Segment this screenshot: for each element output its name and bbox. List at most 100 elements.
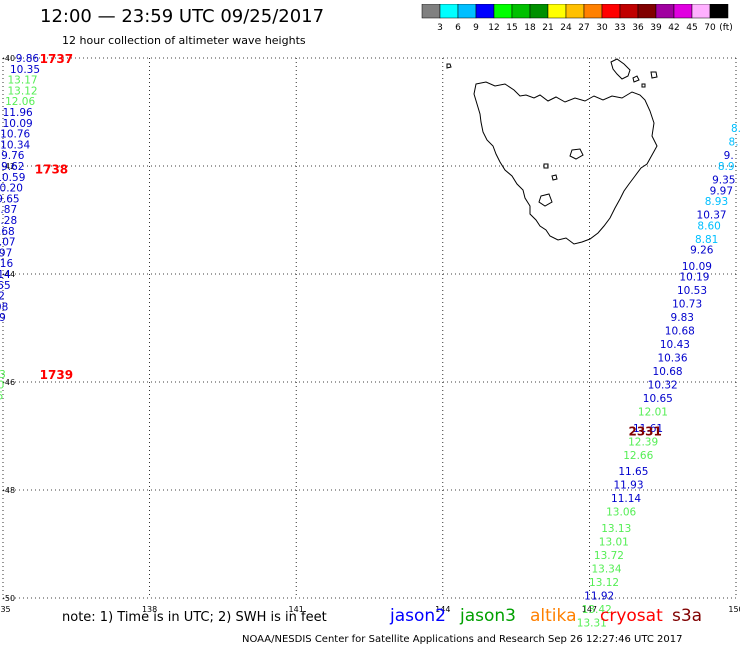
longitude-label: 147 bbox=[582, 605, 597, 614]
wave-height-label: 9.62 bbox=[1, 161, 24, 173]
wave-height-label: 13.06 bbox=[606, 507, 636, 519]
wave-height-label: 10.19 bbox=[679, 272, 709, 284]
inland-lake-1 bbox=[569, 148, 584, 160]
inland-lake-3 bbox=[538, 193, 553, 207]
legend-tick-label: 42 bbox=[668, 23, 679, 32]
legend-tick-label: 12 bbox=[488, 23, 499, 32]
longitude-label: 150 bbox=[728, 605, 740, 614]
wave-height-label: 8. bbox=[729, 137, 739, 149]
wave-height-label: 10.14 bbox=[0, 269, 11, 281]
wave-height-label: 12.23 bbox=[0, 369, 6, 381]
longitude-label: 138 bbox=[142, 605, 157, 614]
wave-height-label: 9.97 bbox=[0, 247, 12, 259]
satellite-name-cryosat: cryosat bbox=[600, 606, 663, 626]
wave-height-label: 10.76 bbox=[0, 129, 30, 141]
wave-height-label: 9.68 bbox=[0, 226, 15, 238]
page-subtitle: 12 hour collection of altimeter wave hei… bbox=[62, 34, 306, 47]
wave-height-label: 10.73 bbox=[672, 299, 702, 311]
inland-lake-2 bbox=[543, 163, 549, 169]
legend-tick-label: 18 bbox=[524, 23, 536, 32]
wave-height-label: 13.01 bbox=[599, 536, 629, 548]
wave-height-label: 13.42 bbox=[582, 604, 612, 616]
legend-tick-label: 27 bbox=[578, 23, 589, 32]
legend-swatch bbox=[709, 4, 729, 19]
wave-height-label: 9.86 bbox=[16, 53, 40, 65]
wave-height-label: 10.68 bbox=[665, 326, 695, 338]
legend-tick-label: 3 bbox=[437, 23, 443, 32]
longitude-label: 144 bbox=[435, 605, 450, 614]
wave-height-label: 9.83 bbox=[671, 312, 694, 324]
wave-height-label: 8.9 bbox=[718, 161, 735, 173]
wave-height-label: 10.34 bbox=[0, 139, 30, 151]
wave-height-label: 10.43 bbox=[660, 339, 690, 351]
satellite-name-jason3: jason3 bbox=[460, 606, 516, 626]
wave-height-label: 13.34 bbox=[591, 563, 621, 575]
latitude-label: -48 bbox=[2, 486, 15, 495]
legend-tick-label: 9 bbox=[473, 23, 479, 32]
legend-tick-label: 45 bbox=[686, 23, 697, 32]
latitude-label: -40 bbox=[2, 54, 15, 63]
wave-height-label: 10.65 bbox=[643, 393, 673, 405]
wave-height-label: 10.89 bbox=[0, 312, 6, 324]
wave-height-label: 13.72 bbox=[594, 550, 624, 562]
pass-number-label: 1737 bbox=[40, 52, 73, 66]
wave-height-label: 10.20 bbox=[0, 183, 23, 195]
wave-height-label: 12.01 bbox=[638, 407, 668, 419]
legend-tick-label: 24 bbox=[560, 23, 572, 32]
satellite-name-s3a: s3a bbox=[672, 606, 703, 626]
wave-height-label: 10.55 bbox=[0, 280, 11, 292]
footer-credit: NOAA/NESDIS Center for Satellite Applica… bbox=[242, 634, 683, 645]
page-title: 12:00 — 23:59 UTC 09/25/2017 bbox=[40, 6, 325, 27]
wave-height-label: 10.09 bbox=[682, 261, 712, 273]
wave-height-label: 10.59 bbox=[0, 172, 25, 184]
wave-height-label: 12.06 bbox=[5, 96, 35, 108]
wave-height-label: 10.36 bbox=[657, 353, 687, 365]
pass-number-label: 1738 bbox=[35, 163, 68, 177]
wave-height-label: 12.66 bbox=[623, 450, 653, 462]
latitude-label: -42 bbox=[2, 162, 15, 171]
wave-height-label: 10.68 bbox=[653, 366, 683, 378]
latitude-label: -50 bbox=[2, 594, 15, 603]
pass-number-label: 2331 bbox=[628, 425, 661, 439]
satellite-name-jason2: jason2 bbox=[390, 606, 446, 626]
wave-height-label: 12.75 bbox=[0, 391, 3, 403]
latitude-label: -46 bbox=[2, 378, 15, 387]
wave-height-label: 9.76 bbox=[1, 150, 25, 162]
wave-height-label: 10.35 bbox=[10, 64, 40, 76]
small-island-2 bbox=[650, 71, 658, 79]
wave-height-label: 9.87 bbox=[0, 204, 17, 216]
longitude-label: 141 bbox=[289, 605, 304, 614]
wave-height-label: 11.08 bbox=[0, 301, 8, 313]
legend-tick-label: 33 bbox=[614, 23, 625, 32]
wave-height-label: 11.14 bbox=[611, 493, 641, 505]
note-text: note: 1) Time is in UTC; 2) SWH is in fe… bbox=[62, 610, 327, 625]
legend-tick-label: 6 bbox=[455, 23, 461, 32]
wave-height-label: 10.53 bbox=[677, 285, 707, 297]
wave-height-label: 9. bbox=[724, 150, 734, 162]
inland-lake-4 bbox=[551, 174, 558, 181]
wave-height-label: 8.81 bbox=[695, 234, 718, 246]
wave-height-label: 9.26 bbox=[690, 245, 714, 257]
legend-tick-label: 70 bbox=[704, 23, 716, 32]
flinders-island bbox=[610, 58, 631, 80]
wave-height-label: 11.61 bbox=[633, 423, 663, 435]
legend-tick-label: 15 bbox=[506, 23, 517, 32]
wave-height-label: 9.28 bbox=[0, 215, 17, 227]
king-island bbox=[446, 63, 452, 69]
wave-height-label: 9.97 bbox=[710, 185, 733, 197]
wave-height-label: 9.35 bbox=[712, 175, 735, 187]
wave-height-label: 10.07 bbox=[0, 237, 16, 249]
wave-height-label: 11.92 bbox=[584, 590, 614, 602]
small-island-1 bbox=[632, 75, 640, 83]
lat-lon-grid: -40 -42 -44 -46 -48 -50 135 138 141 144 147 150 bbox=[0, 54, 740, 614]
wave-height-label: 13.13 bbox=[601, 523, 631, 535]
longitude-label: 135 bbox=[0, 605, 11, 614]
wave-height-label: 13.17 bbox=[8, 75, 38, 87]
wave-height-label: 12.39 bbox=[628, 436, 658, 448]
wave-height-label: 13.12 bbox=[8, 85, 38, 97]
satellite-name-altika: altika bbox=[530, 606, 577, 626]
wave-height-label: 11.96 bbox=[3, 107, 33, 119]
wave-height-label: 10.09 bbox=[3, 118, 33, 130]
color-legend: 3 6 9 12 15 18 21 24 27 30 33 36 39 42 45 70 (ft) bbox=[421, 4, 733, 32]
